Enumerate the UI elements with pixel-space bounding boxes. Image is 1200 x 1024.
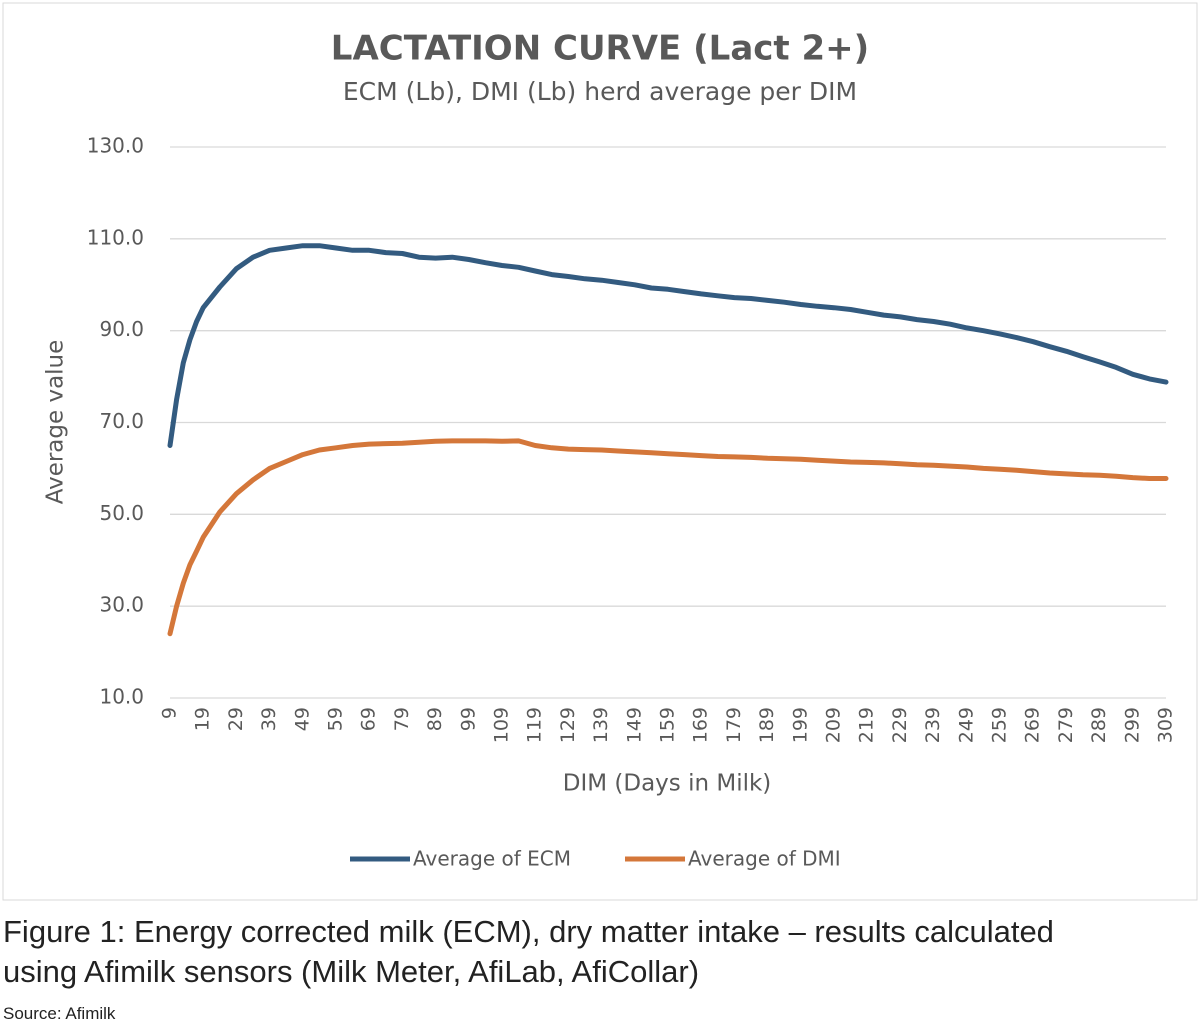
x-tick-label: 309	[1155, 707, 1177, 743]
x-tick-label: 69	[358, 707, 380, 731]
x-tick-label: 289	[1088, 707, 1110, 743]
x-tick-label: 129	[557, 707, 579, 743]
x-tick-label: 249	[955, 707, 977, 743]
y-tick-label: 10.0	[99, 685, 144, 709]
x-tick-label: 299	[1121, 707, 1143, 743]
x-tick-label: 89	[424, 707, 446, 731]
x-tick-label: 179	[723, 707, 745, 743]
legend-label: Average of DMI	[688, 847, 841, 871]
x-tick-label: 209	[823, 707, 845, 743]
x-tick-label: 279	[1055, 707, 1077, 743]
y-tick-label: 130.0	[87, 134, 144, 158]
x-tick-label: 109	[491, 707, 513, 743]
y-tick-label: 70.0	[99, 409, 144, 433]
x-tick-label: 219	[856, 707, 878, 743]
caption-line: Figure 1: Energy corrected milk (ECM), d…	[3, 914, 1054, 949]
chart-title: LACTATION CURVE (Lact 2+)	[331, 29, 869, 69]
legend-label: Average of ECM	[413, 847, 571, 871]
x-tick-label: 59	[325, 707, 347, 731]
y-tick-label: 30.0	[99, 593, 144, 617]
x-tick-label: 149	[623, 707, 645, 743]
x-tick-label: 189	[756, 707, 778, 743]
x-tick-label: 39	[258, 707, 280, 731]
x-axis-title: DIM (Days in Milk)	[563, 771, 772, 797]
x-tick-label: 79	[391, 707, 413, 731]
x-tick-label: 139	[590, 707, 612, 743]
chart-subtitle: ECM (Lb), DMI (Lb) herd average per DIM	[343, 77, 857, 106]
x-tick-label: 29	[225, 707, 247, 731]
data-line	[167, 243, 1169, 448]
y-tick-label: 90.0	[99, 317, 144, 341]
x-tick-label: 269	[1022, 707, 1044, 743]
x-tick-label: 99	[457, 707, 479, 731]
x-tick-label: 239	[922, 707, 944, 743]
x-tick-label: 9	[159, 707, 181, 719]
x-tick-label: 49	[291, 707, 313, 731]
x-tick-label: 119	[524, 707, 546, 743]
x-tick-label: 259	[989, 707, 1011, 743]
x-tick-label: 169	[690, 707, 712, 743]
caption-line: using Afimilk sensors (Milk Meter, AfiLa…	[3, 954, 700, 989]
x-tick-label: 199	[789, 707, 811, 743]
chart: LACTATION CURVE (Lact 2+) ECM (Lb), DMI …	[2, 2, 1198, 901]
x-tick-label: 159	[657, 707, 679, 743]
x-tick-label: 229	[889, 707, 911, 743]
caption: Figure 1: Energy corrected milk (ECM), d…	[3, 912, 1054, 992]
y-tick-label: 50.0	[99, 501, 144, 525]
source: Source: Afimilk	[3, 1004, 116, 1023]
x-tick-label: 19	[192, 707, 214, 731]
data-line	[167, 438, 1169, 637]
y-tick-label: 110.0	[87, 225, 144, 249]
y-axis-title: Average value	[43, 340, 69, 505]
